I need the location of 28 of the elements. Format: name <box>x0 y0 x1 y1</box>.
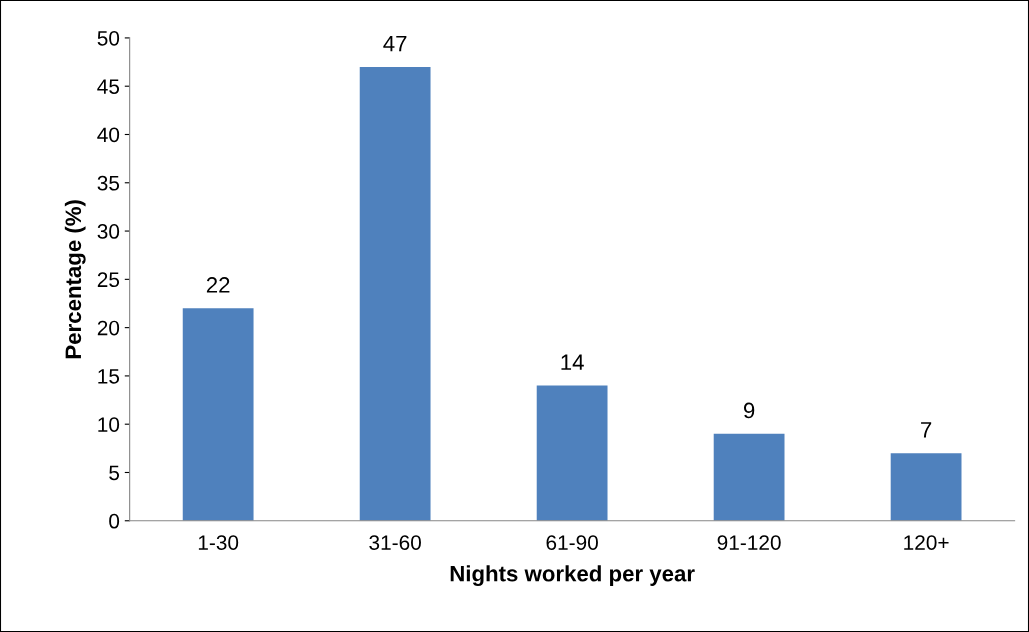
y-tick-label: 35 <box>97 175 120 191</box>
y-tick-label: 10 <box>98 417 120 432</box>
bar <box>359 66 431 521</box>
x-tick-label: 120+ <box>904 535 949 550</box>
x-tick-label: 91-120 <box>717 535 781 550</box>
y-tick-label: 30 <box>97 224 120 239</box>
bar <box>536 385 608 521</box>
x-axis-title: Nights worked per year <box>450 565 695 586</box>
bar <box>182 308 254 521</box>
bar <box>890 453 962 521</box>
x-tick-label: 31-60 <box>369 535 421 550</box>
y-tick-label: 40 <box>97 127 120 143</box>
y-tick-label: 15 <box>98 369 120 384</box>
bar <box>713 433 785 521</box>
y-axis-title: Percentage (%) <box>64 200 86 359</box>
y-tick-label: 0 <box>109 513 120 529</box>
data-label: 22 <box>206 277 230 293</box>
y-tick-label: 50 <box>97 30 120 46</box>
data-label: 47 <box>383 35 407 52</box>
y-tick-label: 20 <box>97 320 120 336</box>
data-label: 9 <box>743 402 755 419</box>
x-tick-label: 61-90 <box>546 535 598 550</box>
y-tick-label: 45 <box>97 79 120 94</box>
data-label: 7 <box>921 422 932 438</box>
y-tick-label: 5 <box>109 465 120 481</box>
y-tick-label: 25 <box>97 272 120 288</box>
x-tick-label: 1-30 <box>198 535 239 550</box>
data-label: 14 <box>561 354 584 370</box>
